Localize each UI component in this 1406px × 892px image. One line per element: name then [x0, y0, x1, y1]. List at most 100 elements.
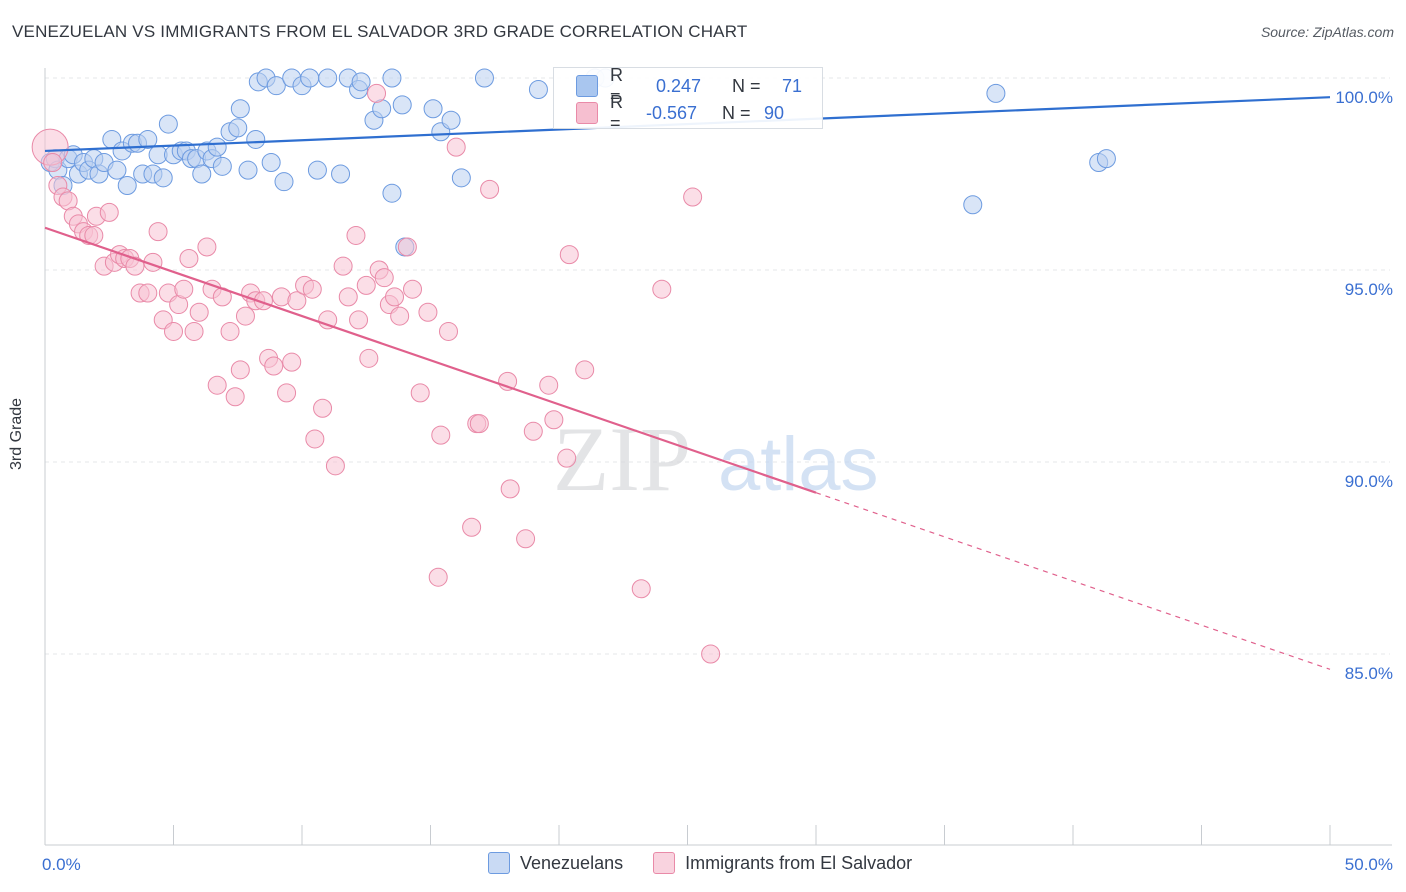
- x-tick-label: 0.0%: [42, 855, 81, 874]
- data-point: [302, 279, 322, 299]
- legend-n-label: N =: [722, 102, 751, 123]
- data-point: [516, 529, 536, 549]
- legend-r-value: 0.247: [656, 75, 702, 96]
- legend-swatch-venezuelans: [488, 852, 510, 874]
- data-point: [474, 68, 494, 88]
- series-legend: Venezuelans Immigrants from El Salvador: [488, 852, 942, 874]
- data-point: [338, 287, 358, 307]
- data-point: [230, 99, 250, 119]
- data-point: [158, 114, 178, 134]
- data-point: [683, 187, 703, 207]
- data-point: [359, 348, 379, 368]
- data-point: [212, 156, 232, 176]
- data-point: [138, 283, 158, 303]
- data-point: [261, 152, 281, 172]
- data-points: [31, 68, 1116, 664]
- data-point: [148, 222, 168, 242]
- data-point: [184, 321, 204, 341]
- data-point: [356, 275, 376, 295]
- tick-labels: 100.0% 95.0% 90.0% 85.0% 0.0% 50.0%: [42, 88, 1393, 874]
- data-point: [300, 68, 320, 88]
- data-point: [277, 383, 297, 403]
- data-point: [125, 256, 145, 276]
- trend-lines: [44, 96, 1331, 670]
- data-point: [43, 152, 63, 172]
- legend-item-el-salvador[interactable]: Immigrants from El Salvador: [653, 852, 912, 874]
- y-axis-label: 3rd Grade: [8, 397, 25, 470]
- data-point: [197, 237, 217, 257]
- data-point: [305, 429, 325, 449]
- data-point: [228, 118, 248, 138]
- data-point: [351, 72, 371, 92]
- data-point: [220, 321, 240, 341]
- data-point: [392, 95, 412, 115]
- y-tick-label: 85.0%: [1345, 664, 1393, 683]
- data-point: [307, 160, 327, 180]
- data-point: [235, 306, 255, 326]
- data-point: [544, 410, 564, 430]
- data-point: [174, 279, 194, 299]
- data-point: [331, 164, 351, 184]
- legend-r-label: R =: [610, 92, 623, 133]
- data-point: [207, 137, 227, 157]
- data-point: [539, 375, 559, 395]
- data-point: [469, 414, 489, 434]
- axes: [44, 68, 1392, 846]
- data-point: [230, 360, 250, 380]
- data-point: [153, 168, 173, 188]
- data-point: [192, 164, 212, 184]
- legend-label-venezuelans: Venezuelans: [520, 852, 624, 873]
- data-point: [701, 644, 721, 664]
- data-point: [225, 387, 245, 407]
- data-point: [557, 448, 577, 468]
- legend-n-value: 71: [782, 75, 803, 96]
- data-point: [963, 195, 983, 215]
- data-point: [189, 302, 209, 322]
- data-point: [390, 306, 410, 326]
- data-point: [451, 168, 471, 188]
- data-point: [500, 479, 520, 499]
- legend-swatch-el-salvador: [576, 102, 598, 124]
- legend-n-label: N =: [732, 75, 761, 96]
- data-point: [431, 425, 451, 445]
- data-point: [117, 176, 137, 196]
- trend-line-el-salvador: [44, 226, 817, 494]
- data-point: [238, 160, 258, 180]
- data-point: [382, 183, 402, 203]
- data-point: [575, 360, 595, 380]
- data-point: [138, 129, 158, 149]
- legend-r-label: R =: [610, 65, 623, 106]
- data-point: [410, 383, 430, 403]
- data-point: [164, 321, 183, 341]
- data-point: [397, 237, 417, 257]
- legend-row-el-salvador: R = -0.567 N = 90: [576, 92, 784, 133]
- series-el-salvador: [31, 83, 721, 664]
- legend-r-value: -0.567: [646, 102, 698, 123]
- data-point: [382, 68, 402, 88]
- y-tick-label: 95.0%: [1345, 280, 1393, 299]
- data-point: [559, 245, 579, 265]
- data-point: [287, 291, 307, 311]
- legend-item-venezuelans[interactable]: Venezuelans: [488, 852, 623, 874]
- legend-label-el-salvador: Immigrants from El Salvador: [685, 852, 913, 873]
- data-point: [333, 256, 353, 276]
- data-point: [441, 110, 461, 130]
- data-point: [274, 172, 294, 192]
- data-point: [325, 456, 345, 476]
- data-point: [179, 248, 199, 268]
- data-point: [246, 129, 266, 149]
- data-point: [282, 352, 302, 372]
- data-point: [438, 321, 458, 341]
- source-label: Source: ZipAtlas.com: [1260, 24, 1394, 40]
- data-point: [528, 80, 548, 100]
- data-point: [423, 99, 443, 119]
- data-point: [367, 83, 387, 103]
- data-point: [385, 287, 405, 307]
- stats-legend: R = 0.247 N = 71 R = -0.567 N = 90: [553, 65, 823, 133]
- data-point: [462, 517, 482, 537]
- y-tick-label: 100.0%: [1335, 88, 1393, 107]
- data-point: [523, 421, 543, 441]
- data-point: [446, 137, 466, 157]
- data-point: [403, 279, 423, 299]
